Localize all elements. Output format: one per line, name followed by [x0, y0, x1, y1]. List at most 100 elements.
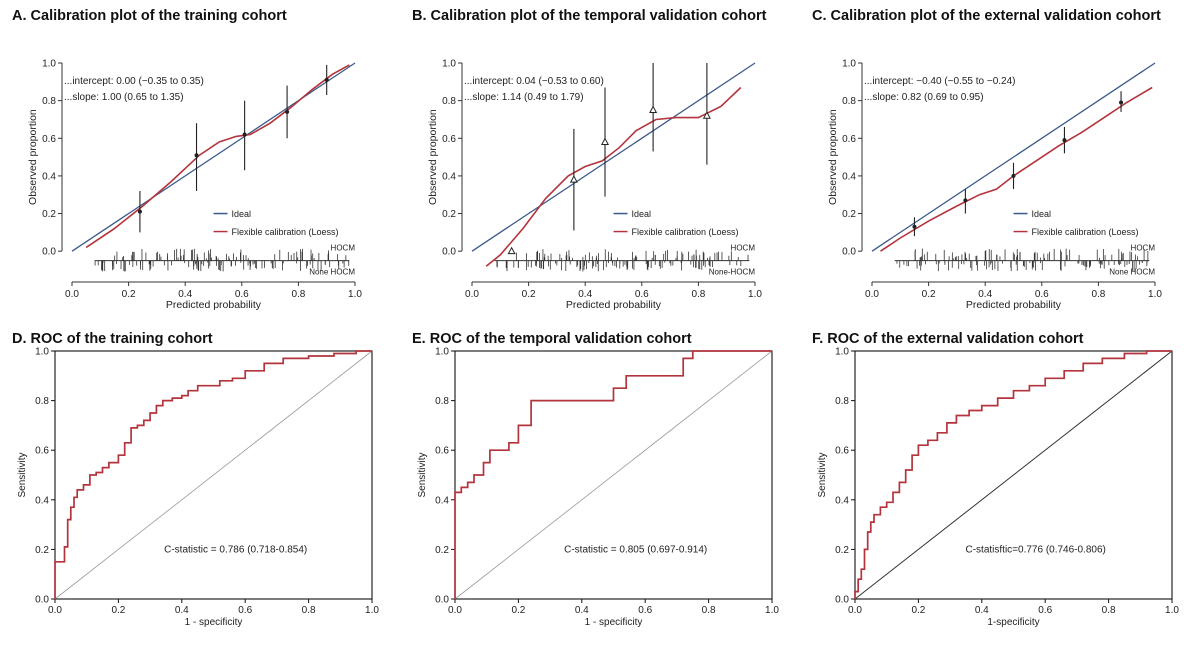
y-tick-label: 0.2 — [842, 209, 856, 220]
rug-label-none-hocm: None-HOCM — [709, 268, 756, 277]
y-tick-label: 1.0 — [435, 347, 449, 358]
panel-title: E. ROC of the temporal validation cohort — [412, 331, 692, 347]
x-tick-label: 0.8 — [1102, 605, 1116, 616]
data-point — [324, 77, 329, 82]
x-tick-label: 0.6 — [1038, 605, 1052, 616]
x-tick-label: 0.0 — [465, 289, 479, 300]
data-point — [194, 153, 199, 158]
stat-slope: ...slope: 1.00 (0.65 to 1.35) — [64, 92, 184, 103]
y-tick-label: 0.2 — [42, 209, 56, 220]
y-axis-label: Sensitivity — [417, 452, 428, 497]
y-tick-label: 0.4 — [842, 171, 856, 182]
legend-label-ideal: Ideal — [232, 209, 252, 219]
x-tick-label: 0.8 — [691, 289, 705, 300]
x-tick-label: 0.6 — [235, 289, 249, 300]
y-tick-label: 0.8 — [435, 396, 449, 407]
y-tick-label: 0.6 — [42, 134, 56, 145]
y-tick-label: 1.0 — [442, 59, 456, 70]
y-tick-label: 0.4 — [35, 495, 49, 506]
panel-e: E. ROC of the temporal validation cohort… — [400, 323, 800, 646]
ideal-line — [471, 62, 756, 252]
x-tick-label: 0.6 — [635, 289, 649, 300]
x-tick-label: 0.6 — [638, 605, 652, 616]
roc-curve — [54, 350, 372, 599]
x-tick-label: 0.4 — [575, 605, 589, 616]
y-tick-label: 0.0 — [842, 247, 856, 258]
x-axis-label: 1 - specificity — [185, 617, 243, 628]
roc-curve — [854, 350, 1172, 599]
y-tick-label: 0.4 — [835, 495, 849, 506]
x-tick-label: 0.4 — [578, 289, 592, 300]
stat-intercept: ...intercept: 0.00 (−0.35 to 0.35) — [64, 76, 204, 87]
plot-frame — [454, 350, 773, 600]
x-tick-label: 0.2 — [922, 289, 936, 300]
y-tick-label: 0.6 — [835, 446, 849, 457]
y-tick-label: 0.8 — [35, 396, 49, 407]
rug-label-hocm: HOCM — [731, 244, 756, 253]
x-tick-label: 0.0 — [848, 605, 862, 616]
panel-title: B. Calibration plot of the temporal vali… — [412, 8, 767, 24]
legend-label-ideal: Ideal — [632, 209, 652, 219]
x-tick-label: 1.0 — [348, 289, 362, 300]
data-point — [600, 137, 610, 146]
y-tick-label: 0.4 — [435, 495, 449, 506]
panel-title: F. ROC of the external validation cohort — [812, 331, 1084, 347]
c-statistic-annotation: C-statistic = 0.805 (0.697-0.914) — [564, 544, 707, 555]
panel-title: C. Calibration plot of the external vali… — [812, 8, 1161, 24]
plot-frame — [854, 350, 1173, 600]
x-tick-label: 1.0 — [1165, 605, 1179, 616]
x-tick-label: 0.0 — [448, 605, 462, 616]
y-tick-label: 0.6 — [435, 446, 449, 457]
data-point — [507, 246, 516, 255]
panel-title: D. ROC of the training cohort — [12, 331, 213, 347]
data-point — [912, 224, 917, 229]
legend-label-loess: Flexible calibration (Loess) — [632, 227, 739, 237]
x-tick-label: 0.2 — [911, 605, 925, 616]
y-tick-label: 0.2 — [835, 545, 849, 556]
y-tick-label: 0.0 — [442, 247, 456, 258]
x-tick-label: 0.4 — [175, 605, 189, 616]
panel-d: D. ROC of the training cohort 0.0 0.0 0.2 0… — [0, 323, 400, 646]
rug-label-none-hocm: None HOCM — [309, 268, 355, 277]
x-tick-label: 0.6 — [238, 605, 252, 616]
y-tick-label: 1.0 — [35, 347, 49, 358]
data-point — [963, 198, 968, 203]
x-tick-label: 0.8 — [702, 605, 716, 616]
y-tick-label: 0.2 — [35, 545, 49, 556]
y-tick-label: 0.4 — [42, 171, 56, 182]
x-tick-label: 1.0 — [1148, 289, 1162, 300]
x-tick-label: 1.0 — [365, 605, 379, 616]
x-tick-label: 1.0 — [765, 605, 779, 616]
data-point — [649, 105, 658, 114]
y-tick-label: 1.0 — [835, 347, 849, 358]
y-tick-label: 1.0 — [42, 59, 56, 70]
y-tick-label: 0.8 — [42, 96, 56, 107]
x-tick-label: 0.2 — [111, 605, 125, 616]
panel-f: F. ROC of the external validation cohort… — [800, 323, 1200, 646]
ideal-line — [871, 62, 1156, 252]
x-tick-label: 0.8 — [291, 289, 305, 300]
y-tick-label: 0.6 — [842, 134, 856, 145]
x-tick-label: 0.2 — [511, 605, 525, 616]
x-axis-label: Predicted probability — [166, 299, 262, 311]
x-tick-label: 0.0 — [65, 289, 79, 300]
reference-diagonal — [54, 350, 373, 600]
data-point — [1119, 100, 1124, 105]
y-tick-label: 1.0 — [842, 59, 856, 70]
x-tick-label: 0.4 — [978, 289, 992, 300]
roc-chart-training: 0.00.0 0.2 0.2 0.4 0.4 0.6 0.6 0.8 0.8 1.0 1.0 1 - … — [17, 347, 379, 629]
panel-a: A. Calibration plot of the training coho… — [0, 0, 400, 323]
data-point — [569, 175, 578, 183]
legend-label-loess: Flexible calibration (Loess) — [232, 227, 339, 237]
y-tick-label: 0.8 — [835, 396, 849, 407]
panel-b: B. Calibration plot of the temporal vali… — [400, 0, 800, 323]
panel-title: A. Calibration plot of the training coho… — [12, 8, 287, 24]
x-tick-label: 0.8 — [302, 605, 316, 616]
y-axis-label: Observed proportion — [427, 109, 439, 205]
stat-intercept: ...intercept: −0.40 (−0.55 to −0.24) — [864, 76, 1016, 87]
x-tick-label: 0.2 — [522, 289, 536, 300]
y-tick-label: 0.2 — [435, 545, 449, 556]
rug-label-hocm: HOCM — [331, 244, 356, 253]
y-tick-label: 0.0 — [435, 595, 449, 606]
data-point — [137, 209, 142, 214]
